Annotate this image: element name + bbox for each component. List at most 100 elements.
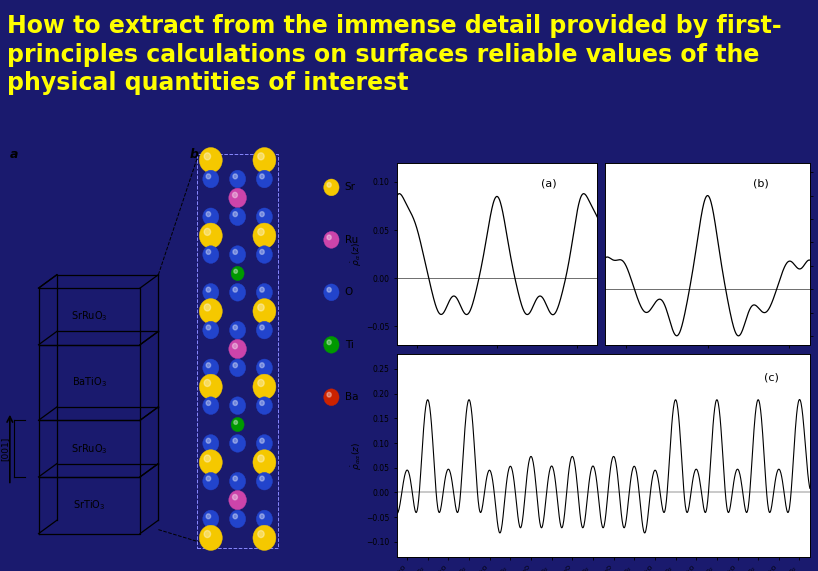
Y-axis label: $\dot\rho_{\,\alpha\alpha}(z)$: $\dot\rho_{\,\alpha\alpha}(z)$: [350, 441, 364, 469]
Circle shape: [233, 476, 237, 481]
Circle shape: [203, 321, 219, 339]
Circle shape: [258, 153, 264, 160]
Text: Ba: Ba: [345, 392, 358, 402]
Circle shape: [260, 325, 264, 330]
Text: physical quantities of interest: physical quantities of interest: [7, 71, 408, 95]
Circle shape: [232, 192, 237, 198]
Circle shape: [206, 325, 211, 330]
Circle shape: [232, 343, 237, 349]
Circle shape: [327, 287, 331, 292]
Circle shape: [324, 389, 339, 405]
Circle shape: [230, 359, 245, 377]
Circle shape: [203, 510, 219, 528]
Circle shape: [260, 514, 264, 519]
Circle shape: [230, 397, 245, 415]
Circle shape: [203, 170, 219, 188]
Circle shape: [233, 439, 237, 443]
Circle shape: [233, 174, 237, 179]
Circle shape: [203, 246, 219, 263]
Text: BaTiO$_3$: BaTiO$_3$: [72, 376, 106, 389]
Circle shape: [253, 525, 276, 550]
Circle shape: [204, 304, 210, 311]
Circle shape: [253, 299, 276, 324]
Circle shape: [230, 321, 245, 339]
Circle shape: [230, 284, 245, 301]
Text: a: a: [10, 147, 18, 160]
Circle shape: [327, 183, 331, 187]
Text: b: b: [190, 147, 199, 160]
Circle shape: [258, 530, 264, 537]
Circle shape: [204, 228, 210, 235]
Circle shape: [256, 284, 272, 301]
Text: Sr: Sr: [345, 182, 356, 192]
Circle shape: [258, 455, 264, 462]
Circle shape: [327, 235, 331, 240]
Circle shape: [253, 223, 276, 248]
Circle shape: [200, 450, 222, 475]
Text: (c): (c): [764, 372, 780, 383]
Text: principles calculations on surfaces reliable values of the: principles calculations on surfaces reli…: [7, 43, 759, 67]
Circle shape: [203, 472, 219, 490]
Circle shape: [206, 439, 211, 443]
Circle shape: [206, 476, 211, 481]
Circle shape: [200, 299, 222, 324]
Circle shape: [230, 435, 245, 452]
Text: (a): (a): [541, 179, 557, 188]
Circle shape: [206, 250, 211, 254]
Circle shape: [233, 287, 237, 292]
Circle shape: [260, 476, 264, 481]
Circle shape: [324, 179, 339, 196]
Circle shape: [260, 287, 264, 292]
Circle shape: [260, 400, 264, 405]
Circle shape: [253, 374, 276, 399]
Circle shape: [256, 246, 272, 263]
Circle shape: [206, 363, 211, 368]
Circle shape: [204, 380, 210, 387]
Circle shape: [324, 284, 339, 301]
Circle shape: [256, 170, 272, 188]
Circle shape: [260, 439, 264, 443]
Circle shape: [203, 397, 219, 415]
Text: SrTiO$_3$: SrTiO$_3$: [73, 498, 106, 512]
Circle shape: [204, 530, 210, 537]
Circle shape: [229, 339, 246, 359]
Circle shape: [204, 153, 210, 160]
Circle shape: [256, 321, 272, 339]
Circle shape: [200, 525, 222, 550]
Circle shape: [258, 304, 264, 311]
Circle shape: [258, 228, 264, 235]
Circle shape: [253, 450, 276, 475]
Text: Ti: Ti: [345, 340, 353, 350]
Circle shape: [233, 514, 237, 519]
Circle shape: [232, 494, 237, 500]
Circle shape: [260, 250, 264, 254]
Circle shape: [324, 336, 339, 353]
Circle shape: [233, 400, 237, 405]
Circle shape: [200, 374, 222, 399]
Circle shape: [256, 397, 272, 415]
Circle shape: [229, 490, 246, 510]
Circle shape: [256, 208, 272, 226]
Circle shape: [200, 147, 222, 172]
Circle shape: [233, 325, 237, 330]
Text: [001]: [001]: [1, 437, 10, 461]
Circle shape: [230, 510, 245, 528]
Text: O: O: [345, 287, 353, 297]
Circle shape: [206, 174, 211, 179]
Circle shape: [203, 208, 219, 226]
Circle shape: [260, 174, 264, 179]
Circle shape: [256, 435, 272, 452]
Circle shape: [203, 435, 219, 452]
Circle shape: [233, 212, 237, 216]
Text: SrRuO$_3$: SrRuO$_3$: [71, 442, 108, 456]
Circle shape: [256, 510, 272, 528]
Circle shape: [203, 284, 219, 301]
Circle shape: [231, 417, 244, 432]
Circle shape: [234, 420, 237, 424]
Text: (b): (b): [753, 179, 768, 188]
Circle shape: [256, 472, 272, 490]
Circle shape: [230, 170, 245, 188]
Circle shape: [230, 472, 245, 490]
Circle shape: [204, 455, 210, 462]
Y-axis label: $\dot\rho_{\,\alpha}(z)$: $\dot\rho_{\,\alpha}(z)$: [350, 242, 364, 266]
